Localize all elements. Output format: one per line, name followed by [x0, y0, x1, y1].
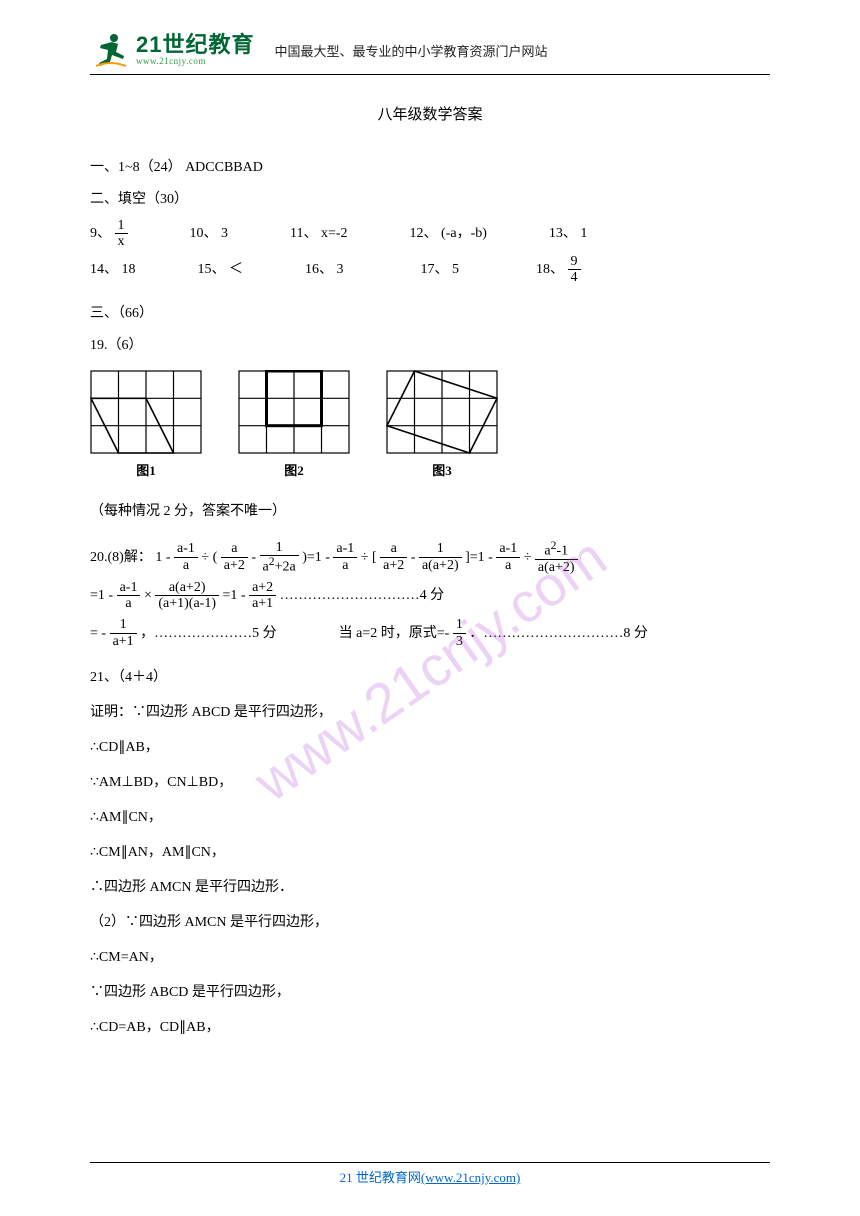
logo: 21世纪教育 www.21cnjy.com	[90, 30, 254, 70]
ans-18-num: 9	[568, 254, 581, 270]
ans-12-label: 12、	[410, 226, 438, 241]
ans-10-val: 3	[221, 226, 228, 241]
ans-9-den: x	[115, 234, 128, 249]
ans-11-label: 11、	[290, 226, 317, 241]
fill-row-2: 14、 18 15、 ＜ 16、 3 17、 5 18、 9 4	[90, 254, 770, 286]
grid-fig-2	[238, 370, 350, 454]
q19-grids: 图1 图2 图3	[90, 370, 770, 484]
ans-16-label: 16、	[305, 262, 333, 277]
ans-12-val: (-a，-b)	[441, 226, 487, 241]
section3-header: 三、（66）	[90, 300, 770, 328]
ans-18-frac: 9 4	[568, 254, 581, 286]
page-title: 八年级数学答案	[90, 103, 770, 124]
header-tagline: 中国最大型、最专业的中小学教育资源门户网站	[274, 41, 547, 60]
footer-text: 21 世纪教育网	[340, 1170, 421, 1185]
q21-line-5: ∴四边形 AMCN 是平行四边形．	[90, 874, 770, 902]
q21-line-1: ∴CD∥AB，	[90, 734, 770, 762]
ans-18-label: 18、	[536, 262, 564, 277]
q20-score4: …………………………4 分	[280, 588, 445, 603]
ans-14-label: 14、	[90, 262, 118, 277]
ans-17-val: 5	[452, 262, 459, 277]
fill-row-1: 9、 1 x 10、 3 11、 x=-2 12、 (-a，-b) 13、 1	[90, 218, 770, 250]
q20-label: 20.(8)解：	[90, 550, 152, 565]
q20-score5: ，…………………5 分	[140, 626, 277, 641]
q21-line-9: ∴CD=AB，CD∥AB，	[90, 1014, 770, 1042]
q21-line-0: 证明：∵四边形 ABCD 是平行四边形，	[90, 699, 770, 727]
q21-label: 21、（4＋4）	[90, 664, 770, 692]
ans-18-den: 4	[568, 270, 581, 285]
q21-line-2: ∵AM⊥BD，CN⊥BD，	[90, 769, 770, 797]
ans-14-val: 18	[122, 262, 136, 277]
page-header: 21世纪教育 www.21cnjy.com 中国最大型、最专业的中小学教育资源门…	[90, 30, 770, 75]
logo-title: 21世纪教育	[136, 33, 254, 57]
ans-9-label: 9、	[90, 226, 111, 241]
ans-15-label: 15、	[198, 262, 226, 277]
footer-link[interactable]: (www.21cnjy.com)	[421, 1170, 520, 1185]
ans-13-val: 1	[580, 226, 587, 241]
q21-line-3: ∴AM∥CN，	[90, 804, 770, 832]
q20-equation: 20.(8)解： 1 - a-1a ÷ ( aa+2 - 1a2+2a )=1 …	[90, 540, 770, 651]
ans-15-val: ＜	[229, 262, 243, 277]
ans-9-num: 1	[115, 218, 128, 234]
grid-fig-1	[90, 370, 202, 454]
q19-note: （每种情况 2 分，答案不唯一）	[90, 498, 770, 526]
ans-16-val: 3	[337, 262, 344, 277]
q20-score8: ．…………………………8 分	[469, 626, 648, 641]
grid-fig-3	[386, 370, 498, 454]
ans-11-val: x=-2	[321, 226, 348, 241]
logo-url: www.21cnjy.com	[136, 57, 254, 67]
q21-line-7: ∴CM=AN，	[90, 944, 770, 972]
ans-9-frac: 1 x	[115, 218, 128, 250]
ans-13-label: 13、	[549, 226, 577, 241]
q21-line-8: ∵四边形 ABCD 是平行四边形，	[90, 979, 770, 1007]
q20-subtext: 当 a=2 时，原式=-	[339, 626, 450, 641]
content: 一、1~8（24） ADCCBBAD 二、填空（30） 9、 1 x 10、 3…	[90, 154, 770, 1042]
q19-label: 19.（6）	[90, 332, 770, 360]
q21-proof: 证明：∵四边形 ABCD 是平行四边形， ∴CD∥AB， ∵AM⊥BD，CN⊥B…	[90, 699, 770, 1042]
page-footer: 21 世纪教育网(www.21cnjy.com)	[90, 1162, 770, 1186]
fig1-label: 图1	[90, 458, 202, 484]
fig3-label: 图3	[386, 458, 498, 484]
q20-third-num: 1	[453, 617, 466, 633]
section1-line: 一、1~8（24） ADCCBBAD	[90, 154, 770, 182]
logo-runner-icon	[90, 30, 130, 70]
ans-17-label: 17、	[421, 262, 449, 277]
q21-line-6: （2）∵四边形 AMCN 是平行四边形，	[90, 909, 770, 937]
q21-line-4: ∴CM∥AN，AM∥CN，	[90, 839, 770, 867]
section2-header: 二、填空（30）	[90, 186, 770, 214]
ans-10-label: 10、	[190, 226, 218, 241]
fig2-label: 图2	[238, 458, 350, 484]
q20-frac-third: 1 3	[453, 617, 466, 649]
q20-third-den: 3	[453, 634, 466, 649]
